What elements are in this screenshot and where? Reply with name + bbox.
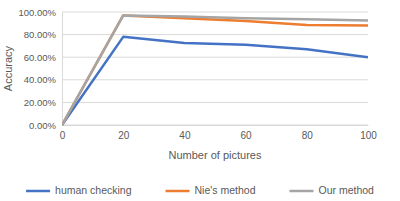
x-tick: 0: [60, 125, 66, 141]
grid-line: [62, 125, 368, 126]
legend-label: Our method: [318, 184, 374, 196]
x-tick: 40: [179, 125, 191, 141]
x-tick-label: 100: [360, 130, 377, 141]
series-line: [62, 15, 368, 125]
y-tick: 20.00%: [24, 97, 62, 108]
legend-item: human checking: [26, 184, 132, 196]
grid-line: [62, 34, 368, 35]
y-tick-label: 60.00%: [24, 52, 57, 63]
y-axis: 0.00% 20.00% 40.00% 60.00% 80.00% 100.00%: [18, 7, 62, 131]
x-tick: 100: [360, 125, 377, 141]
legend-swatch: [166, 190, 190, 193]
legend: human checking Nie's method Our method: [26, 184, 374, 196]
chart-svg: 0.00% 20.00% 40.00% 60.00% 80.00% 100.00% 0 20 4…: [0, 0, 400, 201]
y-tick-label: 20.00%: [24, 97, 57, 108]
x-tick: 80: [302, 125, 314, 141]
y-tick: 80.00%: [24, 29, 62, 40]
plot-area: [62, 15, 368, 125]
y-tick: 40.00%: [24, 74, 62, 85]
x-tick-label: 80: [302, 130, 314, 141]
x-axis-title: Number of pictures: [169, 149, 262, 161]
x-tick-label: 0: [60, 130, 66, 141]
y-tick-label: 100.00%: [18, 7, 56, 18]
x-tick: 20: [118, 125, 130, 141]
x-axis: 0 20 40 60 80 100: [60, 125, 378, 141]
series-line: [62, 15, 368, 125]
x-tick-label: 60: [241, 130, 253, 141]
y-tick-label: 80.00%: [24, 29, 57, 40]
legend-item: Our method: [289, 184, 374, 196]
y-tick-label: 40.00%: [24, 74, 57, 85]
y-tick-label: 0.00%: [29, 120, 56, 131]
legend-item: Nie's method: [166, 184, 256, 196]
legend-swatch: [289, 190, 313, 193]
y-tick: 100.00%: [18, 7, 62, 18]
x-tick-label: 20: [118, 130, 130, 141]
grid-line: [62, 79, 368, 80]
y-axis-title: Accuracy: [2, 45, 14, 91]
y-tick: 0.00%: [29, 120, 62, 131]
x-tick: 60: [241, 125, 253, 141]
grid-line: [62, 102, 368, 103]
legend-swatch: [26, 190, 50, 193]
x-axis-line: [63, 125, 369, 126]
y-tick: 60.00%: [24, 52, 62, 63]
grid-line: [62, 12, 368, 13]
legend-label: Nie's method: [195, 184, 256, 196]
y-axis-line: [62, 13, 63, 126]
legend-label: human checking: [55, 184, 132, 196]
series-line: [62, 37, 368, 125]
x-tick-label: 40: [179, 130, 191, 141]
grid: [62, 12, 368, 125]
